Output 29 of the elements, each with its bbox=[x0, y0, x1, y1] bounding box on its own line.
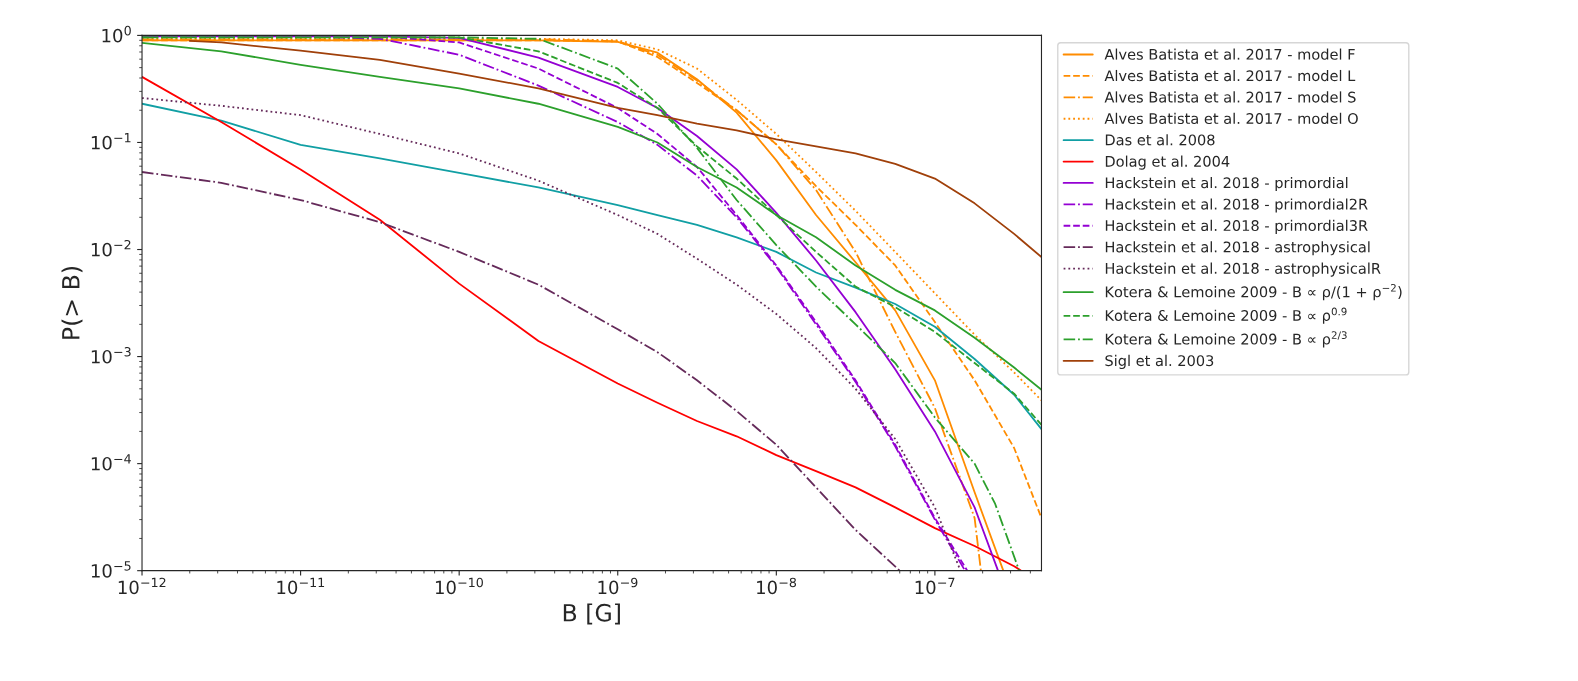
x-tick-label: 10$^{−7}$ bbox=[915, 577, 955, 595]
x-tick-label: 10$^{−8}$ bbox=[757, 577, 797, 595]
y-tick-label: 10$^{−3}$ bbox=[91, 347, 131, 364]
legend-label: Hackstein et al. 2018 - primordial2R bbox=[1105, 198, 1368, 213]
legend-label: Kotera & Lemoine 2009 - B ∝ ρ$^{0.9}$ bbox=[1105, 307, 1347, 324]
legend-label: Dolag et al. 2004 bbox=[1105, 155, 1230, 170]
y-tick-label: 10$^{−1}$ bbox=[91, 133, 131, 150]
x-tick-label: 10$^{−12}$ bbox=[118, 577, 166, 595]
legend-label: Alves Batista et al. 2017 - model L bbox=[1104, 69, 1356, 82]
y-tick-label: 10$^{−2}$ bbox=[91, 239, 131, 257]
legend-label: Sigl et al. 2003 bbox=[1105, 354, 1214, 369]
legend-label: Kotera & Lemoine 2009 - B ∝ ρ/(1 + ρ$^{−2}$) bbox=[1105, 284, 1402, 301]
x-tick-label: 10$^{−9}$ bbox=[598, 577, 638, 595]
legend-label: Kotera & Lemoine 2009 - B ∝ ρ$^{2/3}$ bbox=[1105, 331, 1347, 348]
legend-label: Hackstein et al. 2018 - primordial bbox=[1105, 176, 1348, 192]
legend-label: Das et al. 2008 bbox=[1105, 134, 1215, 146]
y-tick-label: 10$^{−5}$ bbox=[91, 561, 131, 578]
x-tick-label: 10$^{−10}$ bbox=[435, 577, 483, 595]
y-tick-label: 10$^{0}$ bbox=[102, 25, 131, 43]
x-tick-label: 10$^{−11}$ bbox=[277, 577, 325, 595]
legend-label: Hackstein et al. 2018 - astrophysicalR bbox=[1105, 262, 1381, 277]
y-tick-label: 10$^{−4}$ bbox=[91, 454, 131, 471]
legend-label: Hackstein et al. 2018 - astrophysical bbox=[1105, 241, 1370, 256]
legend-label: Alves Batista et al. 2017 - model F bbox=[1104, 48, 1355, 60]
legend-label: Alves Batista et al. 2017 - model S bbox=[1104, 91, 1356, 103]
legend-label: Alves Batista et al. 2017 - model O bbox=[1104, 112, 1358, 125]
x-axis-title: B [G] bbox=[563, 603, 620, 625]
y-axis-title: P(> B) bbox=[61, 267, 83, 339]
legend-label: Hackstein et al. 2018 - primordial3R bbox=[1105, 219, 1368, 234]
